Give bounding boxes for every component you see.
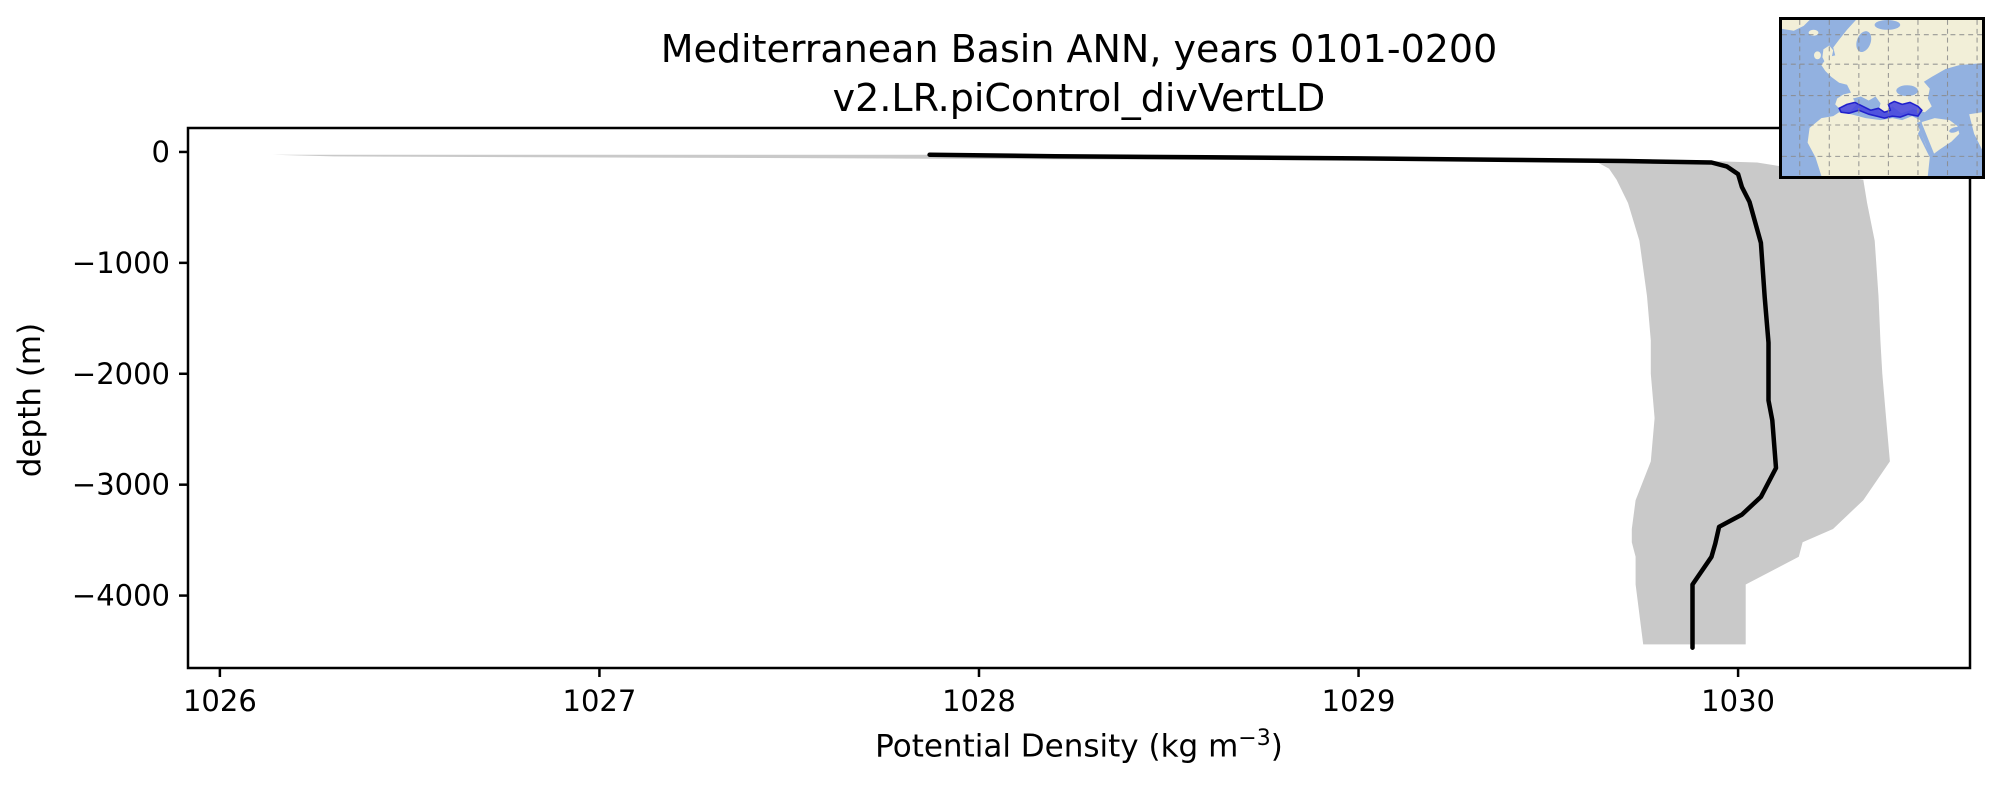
- y-tick-label: −4000: [72, 579, 170, 613]
- map-caspian-sea: [1937, 71, 1948, 93]
- plot-title: Mediterranean Basin ANN, years 0101-0200…: [188, 25, 1970, 123]
- map-barents-sea: [1874, 20, 1901, 30]
- mean-density-line: [927, 152, 1779, 650]
- axes-spines: [186, 126, 1972, 670]
- map-mediterranean-highlight: [1838, 100, 1923, 119]
- axes-frame-and-ticks: 1026 1027 1028 1029 1030 0 −1000 −2000 −3000 −400…: [72, 126, 1972, 718]
- map-land-africa: [1807, 112, 1930, 176]
- x-axis-label: Potential Density (kg m−3): [875, 726, 1283, 765]
- map-persian-gulf: [1949, 127, 1960, 133]
- x-tick-label: 1028: [942, 684, 1016, 718]
- map-red-sea: [1916, 121, 1935, 158]
- inset-map: [1779, 17, 1985, 179]
- y-axis-label: depth (m): [12, 322, 48, 478]
- x-tick-label: 1026: [183, 684, 257, 718]
- y-tick-label: −3000: [72, 468, 170, 502]
- plot-title-line2: v2.LR.piControl_divVertLD: [832, 76, 1326, 120]
- envelope-band: [273, 154, 1890, 645]
- map-baltic-sea: [1856, 31, 1872, 52]
- envelope-polygon: [273, 154, 1890, 645]
- mean-line-path: [927, 152, 1779, 650]
- x-tick-label: 1027: [563, 684, 637, 718]
- map-land-greenland: [1782, 20, 1810, 31]
- map-gridlines: [1782, 20, 1982, 176]
- y-tick-label: −1000: [72, 246, 170, 280]
- plot-title-line1: Mediterranean Basin ANN, years 0101-0200: [660, 27, 1498, 71]
- map-land-india: [1969, 112, 1982, 150]
- y-tick-label: 0: [152, 135, 170, 169]
- x-tick-label: 1029: [1322, 684, 1396, 718]
- map-land-ireland: [1814, 51, 1821, 60]
- map-black-sea: [1896, 85, 1918, 97]
- superscript-exponent: −3: [1238, 726, 1271, 751]
- y-tick-label: −2000: [72, 357, 170, 391]
- map-land-britain: [1822, 45, 1834, 64]
- x-tick-label: 1030: [1701, 684, 1775, 718]
